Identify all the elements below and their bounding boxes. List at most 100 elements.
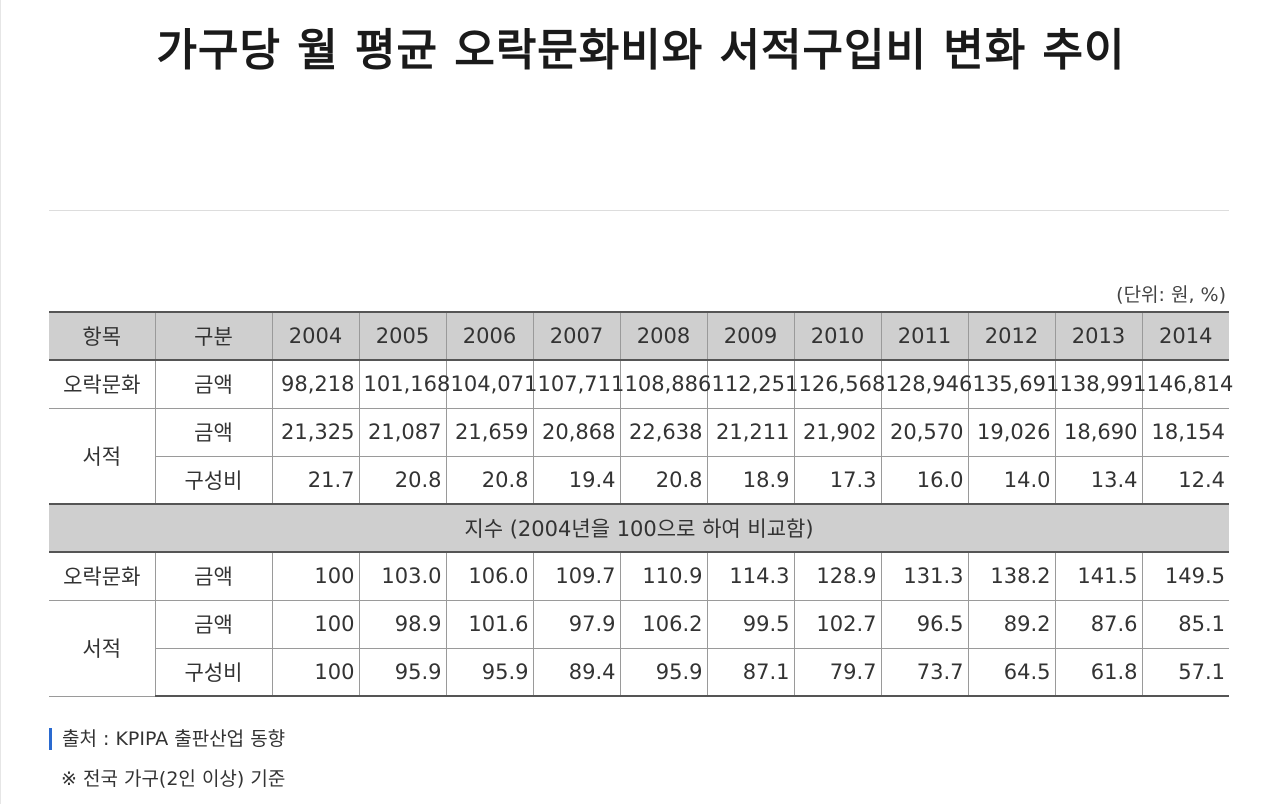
table-cell: 18.9 — [707, 456, 795, 505]
header-year: 2010 — [794, 312, 882, 361]
table-cell: 19,026 — [968, 408, 1056, 457]
table-cell: 85.1 — [1142, 600, 1229, 649]
table-cell: 138,991 — [1055, 360, 1146, 409]
table-cell: 20.8 — [446, 456, 534, 505]
header-year: 2007 — [533, 312, 621, 361]
table-cell: 131.3 — [881, 552, 969, 601]
table-cell: 20,868 — [533, 408, 621, 457]
data-table: 항목 구분 2004 2005 2006 2007 2008 2009 2010… — [49, 311, 1233, 697]
header-year: 2009 — [707, 312, 795, 361]
table-cell: 108,886 — [620, 360, 711, 409]
divider — [49, 210, 1229, 211]
row-division-label: 구성비 — [155, 648, 273, 697]
table-header-row: 항목 구분 2004 2005 2006 2007 2008 2009 2010… — [49, 312, 1229, 361]
table-cell: 102.7 — [794, 600, 882, 649]
table-cell: 98,218 — [272, 360, 360, 409]
header-year: 2014 — [1142, 312, 1229, 361]
table-cell: 87.1 — [707, 648, 795, 697]
table-cell: 79.7 — [794, 648, 882, 697]
table-row: 오락문화 금액 100 103.0 106.0 109.7 110.9 114.3 128.9 1… — [49, 552, 1229, 601]
unit-label: (단위: 원, %) — [1116, 284, 1226, 306]
header-year: 2012 — [968, 312, 1056, 361]
table-cell: 21,087 — [359, 408, 447, 457]
table-cell: 18,690 — [1055, 408, 1143, 457]
table-cell: 114.3 — [707, 552, 795, 601]
table-cell: 96.5 — [881, 600, 969, 649]
row-division-label: 금액 — [155, 360, 273, 409]
table-cell: 100 — [272, 648, 360, 697]
table-row: 서적 금액 100 98.9 101.6 97.9 106.2 99.5 102.7 96.5 89… — [49, 600, 1229, 697]
table-cell: 64.5 — [968, 648, 1056, 697]
table-cell: 99.5 — [707, 600, 795, 649]
header-year: 2013 — [1055, 312, 1143, 361]
table-cell: 17.3 — [794, 456, 882, 505]
table-cell: 135,691 — [968, 360, 1059, 409]
table-cell: 89.2 — [968, 600, 1056, 649]
table-cell: 138.2 — [968, 552, 1056, 601]
table-cell: 97.9 — [533, 600, 621, 649]
table-cell: 110.9 — [620, 552, 708, 601]
header-division: 구분 — [155, 312, 273, 361]
row-division-label: 금액 — [155, 600, 273, 649]
table-cell: 112,251 — [707, 360, 798, 409]
table-cell: 21,211 — [707, 408, 795, 457]
table-cell: 20.8 — [620, 456, 708, 505]
table-cell: 107,711 — [533, 360, 624, 409]
table-cell: 22,638 — [620, 408, 708, 457]
footnote: ※ 전국 가구(2인 이상) 기준 — [61, 768, 286, 790]
table-body: 오락문화 금액 98,218 101,168 104,071 107,711 108,886… — [49, 360, 1233, 697]
table-cell: 19.4 — [533, 456, 621, 505]
row-division-label: 금액 — [155, 408, 273, 457]
table-cell: 103.0 — [359, 552, 447, 601]
row-item-label: 오락문화 — [49, 552, 156, 601]
table-cell: 21,325 — [272, 408, 360, 457]
page-title: 가구당 월 평균 오락문화비와 서적구입비 변화 추이 — [156, 25, 1126, 76]
table-cell: 89.4 — [533, 648, 621, 697]
table-cell: 95.9 — [359, 648, 447, 697]
header-item: 항목 — [49, 312, 156, 361]
row-division-label: 금액 — [155, 552, 273, 601]
table-cell: 61.8 — [1055, 648, 1143, 697]
source-note: 출처 : KPIPA 출판산업 동향 — [49, 728, 285, 750]
table-cell: 106.0 — [446, 552, 534, 601]
table-cell: 126,568 — [794, 360, 885, 409]
table-cell: 146,814 — [1142, 360, 1233, 409]
header-year: 2008 — [620, 312, 708, 361]
table-row: 서적 금액 21,325 21,087 21,659 20,868 22,638 21,211… — [49, 408, 1229, 505]
table-cell: 13.4 — [1055, 456, 1143, 505]
table-cell: 21.7 — [272, 456, 360, 505]
table-cell: 98.9 — [359, 600, 447, 649]
table-cell: 14.0 — [968, 456, 1056, 505]
header-year: 2004 — [272, 312, 360, 361]
row-division-label: 구성비 — [155, 456, 273, 505]
table-cell: 21,659 — [446, 408, 534, 457]
table-cell: 149.5 — [1142, 552, 1229, 601]
table-cell: 104,071 — [446, 360, 537, 409]
table-row: 구성비 21.7 20.8 20.8 19.4 20.8 18.9 17.3 16.0 14.0 1… — [49, 456, 1229, 505]
table-cell: 100 — [272, 600, 360, 649]
table-cell: 57.1 — [1142, 648, 1229, 697]
row-item-label: 서적 — [49, 600, 156, 697]
header-year: 2005 — [359, 312, 447, 361]
row-item-label: 오락문화 — [49, 360, 156, 409]
table-cell: 141.5 — [1055, 552, 1143, 601]
table-row: 오락문화 금액 98,218 101,168 104,071 107,711 108,886… — [49, 360, 1233, 409]
table-cell: 21,902 — [794, 408, 882, 457]
table-cell: 73.7 — [881, 648, 969, 697]
table-cell: 20,570 — [881, 408, 969, 457]
table-cell: 95.9 — [620, 648, 708, 697]
table-cell: 12.4 — [1142, 456, 1229, 505]
table-cell: 100 — [272, 552, 360, 601]
header-year: 2011 — [881, 312, 969, 361]
table-cell: 18,154 — [1142, 408, 1229, 457]
table-cell: 95.9 — [446, 648, 534, 697]
table-cell: 101,168 — [359, 360, 450, 409]
row-item-label: 서적 — [49, 408, 156, 505]
table-cell: 101.6 — [446, 600, 534, 649]
header-year: 2006 — [446, 312, 534, 361]
table-cell: 128,946 — [881, 360, 972, 409]
table-row: 구성비 100 95.9 95.9 89.4 95.9 87.1 79.7 73.7 64.5 61… — [49, 648, 1229, 697]
table-cell: 20.8 — [359, 456, 447, 505]
index-section-title: 지수 (2004년을 100으로 하여 비교함) — [49, 503, 1229, 553]
